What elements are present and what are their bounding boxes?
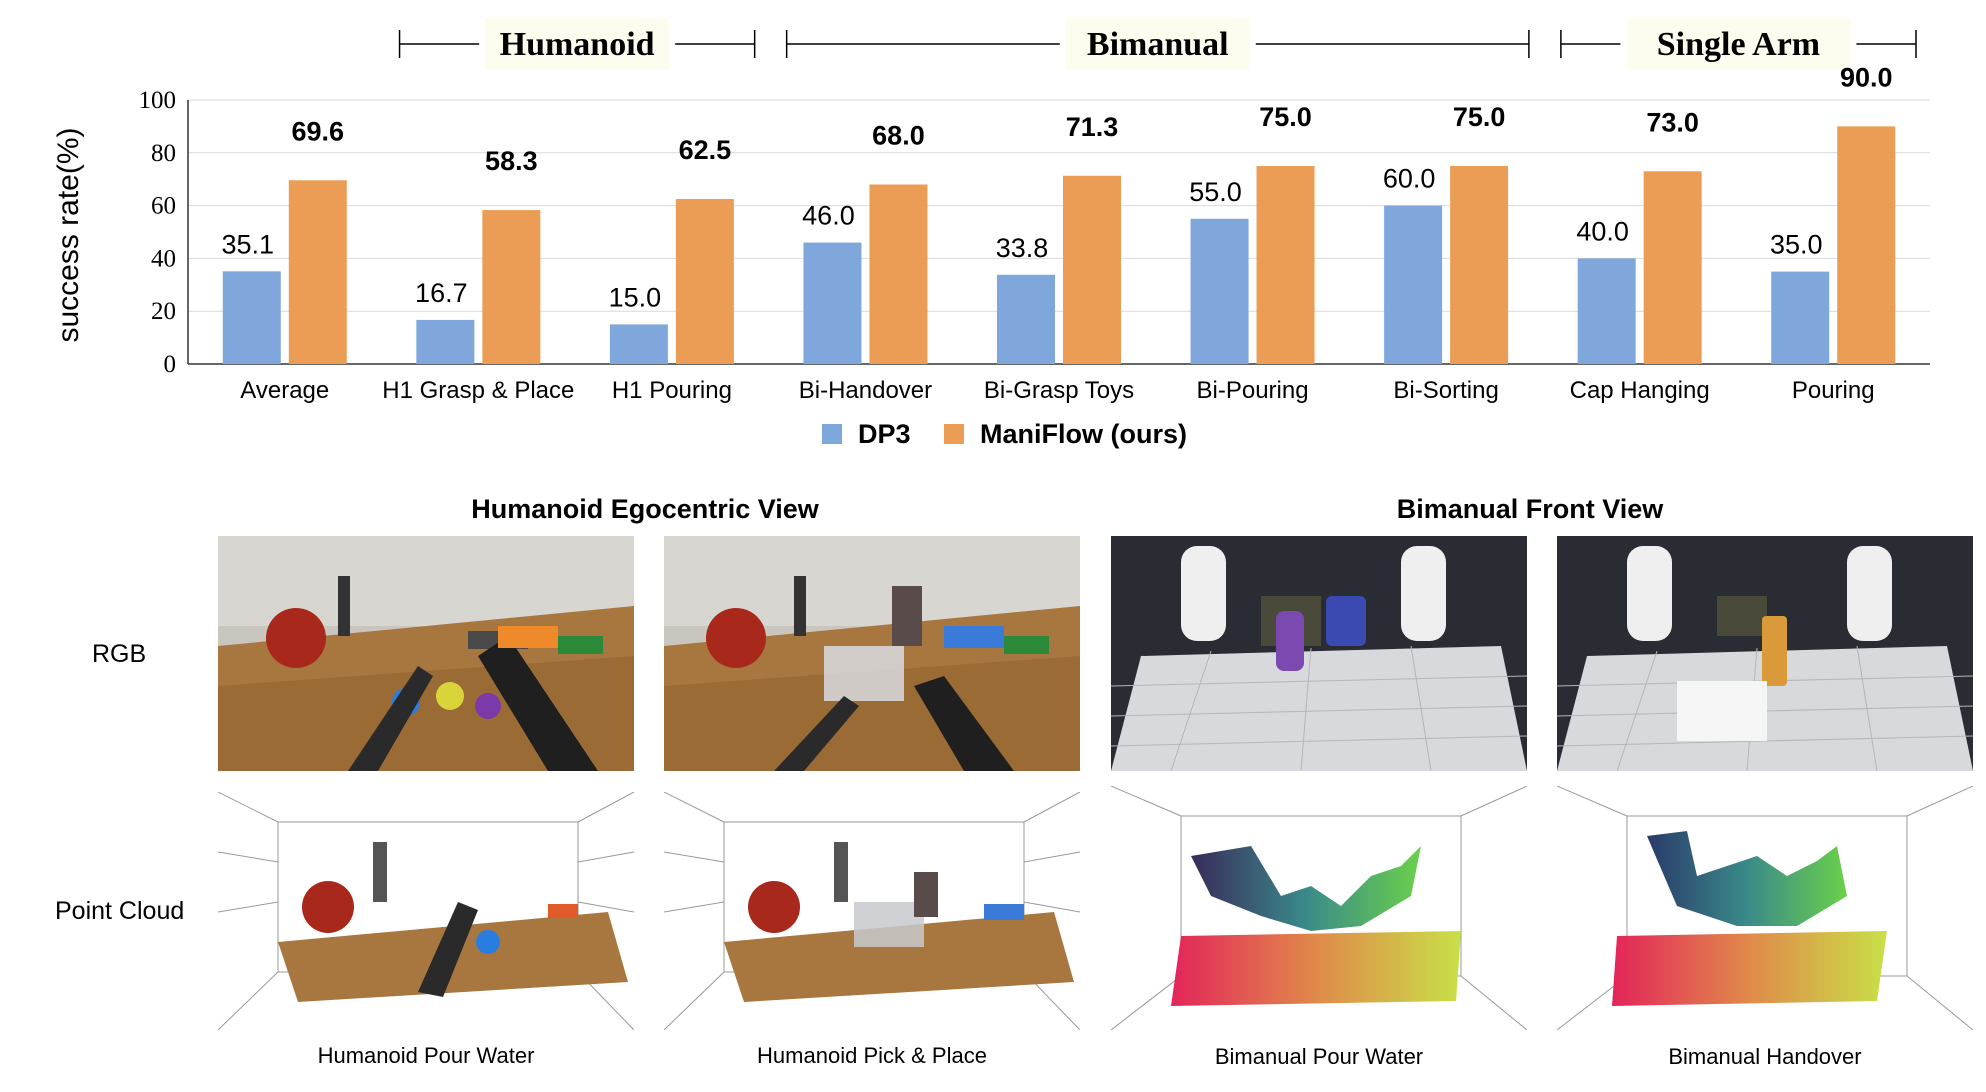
- bar-dp3-0: [222, 271, 281, 364]
- bar-maniflow-7: [1643, 171, 1702, 364]
- x-tick-labels: Average H1 Grasp & Place H1 Pouring Bi-Hand…: [240, 377, 1874, 404]
- point-cloud-humanoid-pick-place: [664, 792, 1080, 1030]
- x-tick-2: H1 Pouring: [612, 377, 732, 404]
- group-label-bg-0: [485, 18, 670, 70]
- rgb-bimanual-handover: [1557, 536, 1973, 771]
- bar-maniflow-6: [1450, 166, 1509, 364]
- data-labels: 35.1 69.6 16.7 58.3 15.0 62.5 46.0 68.0 33.8 71.3…: [221, 62, 1892, 312]
- y-axis-label: success rate(%): [52, 127, 85, 342]
- legend-label-0: DP3: [858, 419, 911, 449]
- data-label-maniflow-3: 68.0: [872, 120, 925, 150]
- bar-dp3-6: [1384, 205, 1443, 364]
- data-label-dp3-2: 15.0: [609, 282, 662, 312]
- data-label-maniflow-2: 62.5: [679, 135, 732, 165]
- point-cloud-bimanual-pour-water: [1111, 786, 1527, 1030]
- caption-humanoid-pick-place: Humanoid Pick & Place: [757, 1043, 987, 1068]
- legend-swatch-1: [944, 424, 964, 444]
- data-label-dp3-6: 60.0: [1383, 164, 1436, 194]
- data-label-maniflow-6: 75.0: [1453, 102, 1506, 132]
- data-label-maniflow-5: 75.0: [1259, 102, 1312, 132]
- bars: [222, 126, 1896, 365]
- data-label-maniflow-4: 71.3: [1066, 112, 1119, 142]
- data-label-dp3-8: 35.0: [1770, 230, 1823, 260]
- x-tick-3: Bi-Handover: [799, 377, 932, 404]
- group-label-2: Single Arm: [1657, 26, 1820, 63]
- y-tick-0: 0: [164, 351, 177, 378]
- data-label-dp3-1: 16.7: [415, 278, 468, 308]
- caption-bimanual-pour-water: Bimanual Pour Water: [1214, 1044, 1424, 1069]
- bar-maniflow-2: [675, 199, 734, 364]
- y-tick-100: 100: [139, 87, 177, 114]
- group-label-bg-1: [1065, 18, 1250, 70]
- point-cloud-humanoid-pour-water: [218, 792, 634, 1030]
- rgb-humanoid-pour-water: [218, 536, 634, 771]
- legend: DP3 ManiFlow (ours): [822, 419, 1187, 449]
- data-label-dp3-0: 35.1: [221, 229, 274, 259]
- y-tick-80: 80: [151, 140, 176, 167]
- data-label-dp3-4: 33.8: [996, 233, 1049, 263]
- data-label-maniflow-7: 73.0: [1646, 107, 1699, 137]
- bar-maniflow-0: [288, 180, 347, 364]
- bar-maniflow-8: [1837, 126, 1896, 365]
- bar-maniflow-1: [482, 210, 541, 364]
- group-label-0: Humanoid: [500, 26, 655, 63]
- y-tick-20: 20: [151, 298, 176, 325]
- left-panel-title: Humanoid Egocentric View: [471, 494, 819, 524]
- point-cloud-bimanual-handover: [1557, 786, 1973, 1030]
- y-tick-60: 60: [151, 193, 176, 220]
- y-tick-labels: 0 20 40 60 80 100: [139, 87, 177, 378]
- x-tick-8: Pouring: [1792, 377, 1875, 404]
- data-label-maniflow-8: 90.0: [1840, 62, 1893, 92]
- x-tick-6: Bi-Sorting: [1393, 377, 1498, 404]
- group-label-1: Bimanual: [1087, 26, 1229, 63]
- legend-swatch-0: [822, 424, 842, 444]
- bar-dp3-1: [416, 319, 475, 364]
- row-label-rgb: RGB: [92, 640, 147, 668]
- gridlines: [187, 99, 1930, 365]
- bar-dp3-8: [1771, 271, 1830, 364]
- data-label-maniflow-0: 69.6: [291, 116, 344, 146]
- bar-dp3-4: [997, 274, 1055, 364]
- row-label-point-cloud: Point Cloud: [55, 897, 185, 925]
- bar-dp3-3: [803, 242, 862, 364]
- x-tick-4: Bi-Grasp Toys: [984, 377, 1134, 404]
- bar-maniflow-4: [1063, 175, 1121, 364]
- data-label-dp3-7: 40.0: [1576, 216, 1629, 246]
- legend-label-1: ManiFlow (ours): [980, 419, 1187, 449]
- x-tick-0: Average: [240, 377, 329, 404]
- x-tick-1: H1 Grasp & Place: [382, 377, 574, 404]
- rgb-humanoid-pick-place: [664, 536, 1080, 771]
- data-label-dp3-3: 46.0: [802, 201, 855, 231]
- y-tick-40: 40: [151, 245, 176, 272]
- x-tick-7: Cap Hanging: [1570, 377, 1710, 404]
- caption-humanoid-pour-water: Humanoid Pour Water: [317, 1043, 535, 1068]
- data-label-maniflow-1: 58.3: [485, 146, 538, 176]
- right-panel-title: Bimanual Front View: [1396, 494, 1664, 524]
- rgb-bimanual-pour-water: [1111, 536, 1527, 771]
- bar-maniflow-5: [1256, 166, 1315, 364]
- bar-maniflow-3: [869, 184, 928, 364]
- bar-dp3-5: [1190, 218, 1249, 364]
- group-label-bg-2: [1626, 18, 1851, 70]
- group-brackets: Humanoid Bimanual Single Arm: [398, 18, 1917, 70]
- bar-chart: Humanoid Bimanual Single Arm 020406080100 …: [52, 18, 1930, 449]
- data-label-dp3-5: 55.0: [1189, 177, 1242, 207]
- x-tick-5: Bi-Pouring: [1197, 377, 1309, 404]
- bar-dp3-2: [609, 324, 668, 364]
- bar-dp3-7: [1577, 258, 1636, 364]
- caption-bimanual-handover: Bimanual Handover: [1668, 1044, 1862, 1069]
